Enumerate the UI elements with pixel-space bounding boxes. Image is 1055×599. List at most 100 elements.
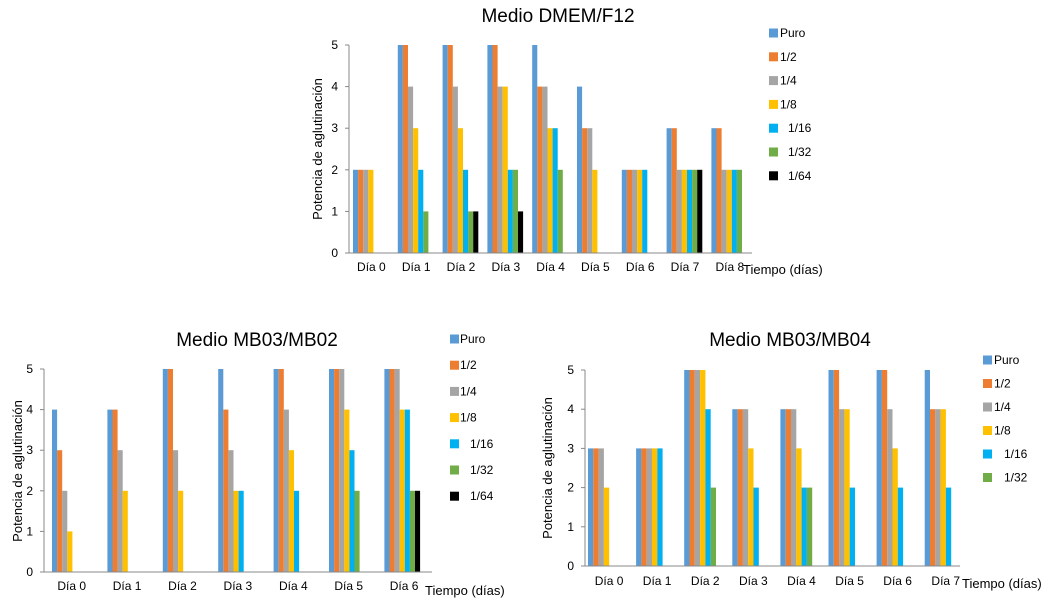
legend-label: 1/64 (470, 489, 494, 503)
bar-1-4-cat-4 (542, 86, 548, 253)
legend-marker (769, 99, 778, 109)
bar-Puro-cat-5 (828, 370, 834, 566)
bar-1-16-cat-8 (731, 169, 737, 253)
x-tick-label: Día 5 (835, 574, 864, 588)
bar-1-16-cat-6 (897, 487, 904, 566)
bar-1-4-cat-1 (408, 86, 414, 253)
bar-1-16-cat-7 (687, 169, 693, 253)
legend-marker (769, 171, 778, 181)
bar-1-4-cat-7 (676, 169, 682, 253)
y-tick-label: 3 (26, 443, 33, 457)
y-tick-label: 5 (567, 363, 574, 377)
bar-1-32-cat-5 (354, 490, 360, 572)
bar-Puro-cat-3 (218, 369, 224, 572)
bar-1-4-cat-2 (173, 450, 179, 572)
bar-1-64-cat-3 (518, 211, 524, 253)
legend-marker (450, 491, 459, 501)
legend-label: 1/2 (460, 358, 477, 372)
bar-1-32-cat-7 (692, 169, 698, 253)
bar-1-8-cat-6 (399, 409, 405, 572)
bar-1-16-cat-6 (404, 409, 410, 572)
bar-1-4-cat-7 (935, 409, 941, 566)
bar-1-64-cat-6 (415, 490, 421, 572)
y-axis-title: Potencia de aglutinación (310, 78, 325, 220)
bar-Puro-cat-2 (162, 369, 168, 572)
bar-1-16-cat-1 (418, 169, 424, 253)
y-tick-label: 2 (567, 481, 574, 495)
y-tick-label: 0 (331, 246, 338, 260)
y-tick-label: 4 (331, 80, 338, 94)
bar-Puro-cat-3 (732, 409, 738, 566)
bar-1-2-cat-4 (278, 369, 284, 572)
x-tick-label: Día 7 (931, 574, 960, 588)
legend-label: 1/4 (460, 384, 477, 398)
bar-1-8-cat-3 (502, 86, 508, 253)
bar-1-4-cat-0 (363, 169, 369, 253)
bar-1-8-cat-4 (288, 450, 294, 572)
bar-1-2-cat-0 (593, 448, 599, 566)
bar-Puro-cat-4 (532, 45, 538, 253)
bar-1-8-cat-6 (892, 448, 898, 566)
x-tick-label: Día 5 (334, 579, 363, 593)
x-tick-label: Día 2 (447, 260, 476, 274)
bar-1-16-cat-1 (657, 448, 663, 566)
x-tick-label: Día 0 (595, 574, 624, 588)
legend-marker (983, 402, 992, 412)
legend-label: 1/32 (788, 145, 812, 159)
legend-marker (983, 426, 992, 435)
y-tick-label: 4 (26, 403, 33, 417)
legend-marker (983, 473, 992, 482)
legend-label: 1/64 (788, 169, 812, 183)
bar-1-8-cat-8 (726, 169, 732, 253)
legend-marker (769, 123, 778, 133)
bar-1-4-cat-3 (497, 86, 503, 253)
bar-1-2-cat-0 (57, 450, 63, 572)
bar-1-4-cat-8 (721, 169, 727, 253)
y-tick-label: 1 (567, 520, 574, 534)
legend-label: Puro (994, 353, 1020, 367)
bar-1-2-cat-7 (930, 409, 936, 566)
legend-marker (450, 465, 459, 475)
x-axis-title: Tiempo (días) (425, 583, 505, 598)
legend-label: 1/16 (1004, 447, 1028, 461)
x-tick-label: Día 1 (643, 574, 672, 588)
bar-Puro-cat-6 (621, 169, 627, 253)
bar-1-2-cat-7 (671, 128, 677, 253)
legend-label: 1/2 (780, 50, 797, 64)
bar-1-32-cat-6 (409, 490, 415, 572)
x-tick-label: Día 4 (536, 260, 565, 274)
bar-1-2-cat-1 (402, 45, 408, 253)
bar-1-2-cat-2 (689, 370, 695, 566)
bar-1-16-cat-4 (801, 487, 807, 566)
x-tick-label: Día 1 (402, 260, 431, 274)
bar-1-8-cat-2 (700, 370, 706, 566)
bar-1-16-cat-3 (507, 169, 513, 253)
legend-marker (983, 355, 992, 365)
legend-label: 1/16 (470, 437, 494, 451)
bar-Puro-cat-1 (107, 409, 113, 572)
bar-1-64-cat-2 (473, 211, 479, 253)
bar-1-32-cat-8 (736, 169, 742, 253)
bar-1-32-cat-4 (806, 487, 813, 566)
legend-marker (769, 52, 778, 62)
bar-1-16-cat-7 (945, 487, 952, 566)
bar-1-2-cat-5 (582, 128, 588, 253)
x-tick-label: Día 5 (581, 260, 610, 274)
y-axis-title: Potencia de aglutinación (540, 397, 555, 539)
bar-1-2-cat-6 (881, 370, 888, 566)
legend-label: Puro (460, 332, 486, 346)
bar-1-2-cat-5 (833, 370, 840, 566)
y-tick-label: 2 (331, 163, 338, 177)
bar-1-8-cat-6 (637, 169, 643, 253)
bar-1-8-cat-1 (413, 128, 419, 253)
bar-1-2-cat-2 (167, 369, 173, 572)
bar-1-4-cat-6 (394, 369, 400, 572)
bar-1-8-cat-0 (603, 487, 610, 566)
bar-1-32-cat-4 (557, 169, 563, 253)
x-tick-label: Día 2 (168, 579, 197, 593)
bar-1-2-cat-2 (447, 45, 453, 253)
legend-label: 1/16 (788, 121, 812, 135)
bar-1-8-cat-1 (122, 490, 128, 572)
bar-1-32-cat-2 (710, 487, 716, 566)
